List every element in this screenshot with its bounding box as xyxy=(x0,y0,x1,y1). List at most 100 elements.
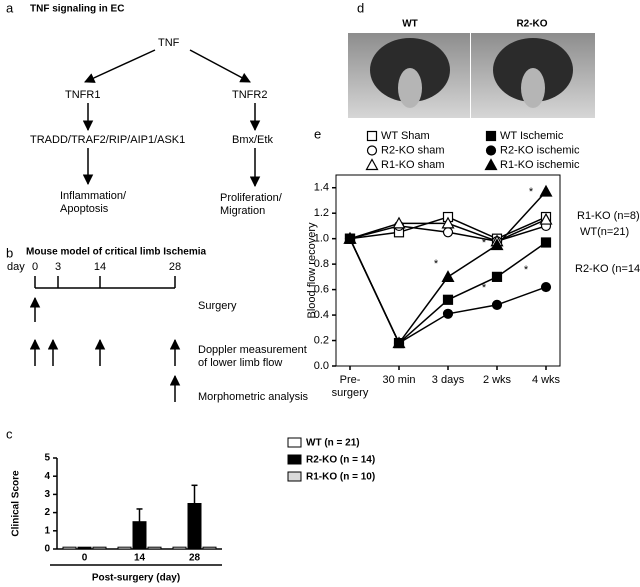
node: Inflammation/Apoptosis xyxy=(60,190,127,215)
x-tick-label: 3 days xyxy=(432,374,465,386)
legend-label: R2-KO ischemic xyxy=(500,144,580,156)
annotation: * xyxy=(482,282,487,294)
day-label: 0 xyxy=(32,261,38,273)
tail xyxy=(398,68,422,108)
node: TNF xyxy=(158,37,180,49)
legend-label: R1-KO (n = 10) xyxy=(306,472,375,483)
point xyxy=(441,216,455,229)
legend-label: WT Sham xyxy=(381,130,430,142)
x-tick-label: 2 wks xyxy=(483,374,512,386)
panel-label: d xyxy=(357,0,364,15)
point xyxy=(539,184,553,197)
series-line xyxy=(349,238,547,345)
x-tick-label: 28 xyxy=(189,553,201,564)
annotation: * xyxy=(529,186,534,198)
annotation: * xyxy=(434,258,439,270)
annotation: * xyxy=(482,237,487,249)
point xyxy=(540,237,552,248)
legend-label: WT Ischemic xyxy=(500,130,564,142)
panel-title: TNF signaling in EC xyxy=(30,4,124,15)
point xyxy=(442,294,454,305)
y-tick-label: 1.0 xyxy=(314,233,329,245)
legend-marker xyxy=(366,130,378,142)
y-tick-label: 2 xyxy=(44,507,50,518)
node: TNFR1 xyxy=(65,89,100,101)
node: TNFR2 xyxy=(232,89,267,101)
y-tick-label: 5 xyxy=(44,453,50,464)
legend-marker xyxy=(484,158,498,171)
y-tick-label: 1 xyxy=(44,525,50,536)
x-axis-label: Post-surgery (day) xyxy=(92,573,180,584)
y-tick-label: 1.2 xyxy=(314,207,329,219)
y-tick-label: 1.4 xyxy=(314,182,329,194)
panel-label: b xyxy=(6,245,13,260)
event-label: Surgery xyxy=(198,300,237,312)
panel-title: Mouse model of critical limb Ischemia xyxy=(26,247,206,258)
day-label: 28 xyxy=(169,261,181,273)
y-tick-label: 0.0 xyxy=(314,360,329,372)
image-label: R2-KO xyxy=(516,19,547,30)
legend-marker xyxy=(366,145,378,156)
legend-marker xyxy=(485,130,497,142)
legend-label: R1-KO ischemic xyxy=(500,159,580,171)
y-tick-label: 0.2 xyxy=(314,334,329,346)
point xyxy=(442,308,454,319)
y-axis-label: Clinical Score xyxy=(11,470,22,537)
tail xyxy=(521,68,545,108)
panel-label: e xyxy=(314,126,321,141)
panel-label: a xyxy=(6,0,14,15)
arrow xyxy=(189,49,251,83)
x-tick-label: Pre-surgery xyxy=(332,374,369,399)
bar xyxy=(202,546,217,550)
timeline-label: day xyxy=(7,261,25,273)
point xyxy=(490,238,504,251)
legend-swatch xyxy=(287,454,302,465)
point xyxy=(392,216,406,229)
annotation: WT(n=21) xyxy=(580,226,629,238)
legend-label: R2-KO sham xyxy=(381,144,445,156)
point xyxy=(441,270,455,282)
bar xyxy=(117,546,132,550)
node: Bmx/Etk xyxy=(232,134,273,146)
y-tick-label: 3 xyxy=(44,489,50,500)
point xyxy=(343,231,357,244)
y-tick-label: 0.8 xyxy=(314,258,329,270)
y-tick-label: 0.6 xyxy=(314,284,329,296)
bar xyxy=(187,503,202,550)
point xyxy=(540,281,552,293)
point xyxy=(491,271,503,282)
bar xyxy=(92,546,107,550)
legend-swatch xyxy=(287,471,302,482)
node: TRADD/TRAF2/RIP/AIP1/ASK1 xyxy=(30,134,185,146)
y-tick-label: 4 xyxy=(44,471,50,482)
day-label: 14 xyxy=(94,261,106,273)
event-label: Doppler measurement of lower limb flow xyxy=(198,344,307,369)
bar xyxy=(132,521,147,550)
legend-marker xyxy=(365,158,379,171)
point xyxy=(392,336,406,349)
point xyxy=(491,299,503,310)
event-label: Morphometric analysis xyxy=(198,391,309,403)
annotation: * xyxy=(524,264,529,276)
legend-marker xyxy=(485,145,497,156)
legend-label: WT (n = 21) xyxy=(306,438,360,449)
panel-label: c xyxy=(6,426,13,441)
series-line xyxy=(349,238,547,345)
bar xyxy=(62,546,77,550)
y-tick-label: 0.4 xyxy=(314,309,329,321)
y-axis-label: Blood flow recovery xyxy=(306,222,318,318)
image-label: WT xyxy=(402,19,418,30)
point xyxy=(539,212,553,225)
y-tick-label: 0 xyxy=(44,544,50,555)
annotation: R1-KO (n=8) xyxy=(577,210,640,222)
x-tick-label: 14 xyxy=(134,553,146,564)
x-tick-label: 0 xyxy=(82,553,88,564)
legend-label: R2-KO (n = 14) xyxy=(306,455,375,466)
x-tick-label: 30 min xyxy=(382,374,415,386)
x-tick-label: 4 wks xyxy=(532,374,561,386)
legend-label: R1-KO sham xyxy=(381,159,445,171)
legend-swatch xyxy=(287,437,302,448)
node: Proliferation/Migration xyxy=(220,192,283,217)
